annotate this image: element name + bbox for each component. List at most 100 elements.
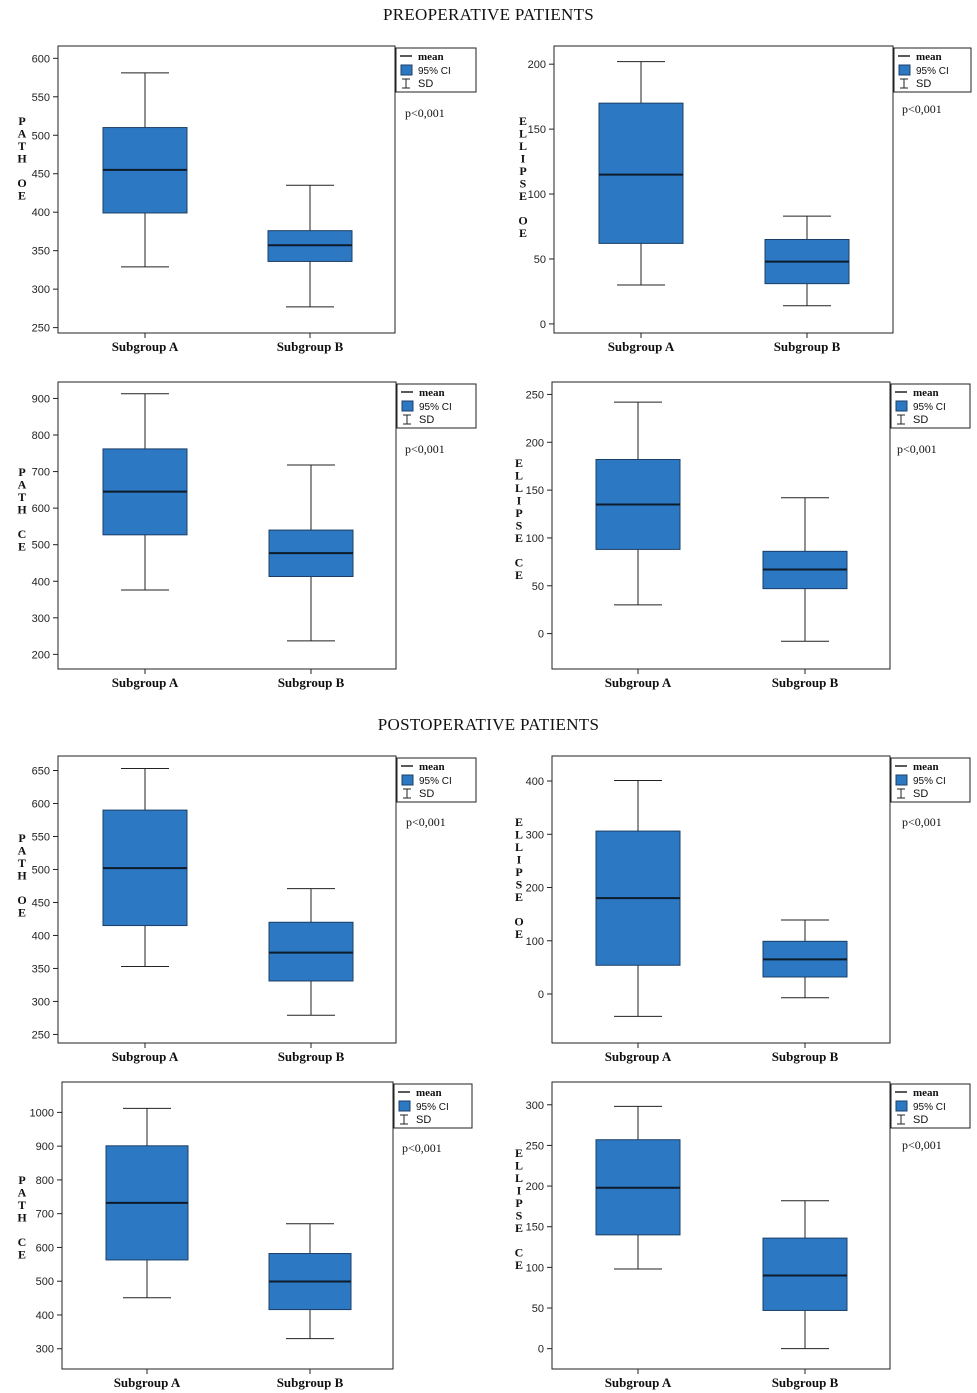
x-category-label: Subgroup A [605, 1049, 672, 1064]
y-tick-label: 50 [532, 581, 544, 593]
plot-frame [553, 45, 894, 334]
y-tick-label: 500 [36, 1276, 54, 1288]
y-tick-label: 100 [528, 189, 546, 201]
legend-sd-label: SD [913, 1114, 928, 1126]
y-tick-label: 0 [538, 1344, 544, 1356]
box-subgroup-b [762, 1200, 848, 1350]
legend-ci-label: 95% CI [913, 402, 946, 413]
y-tick-label: 800 [36, 1175, 54, 1187]
legend-mean-label: mean [418, 51, 444, 63]
box-subgroup-b [762, 919, 848, 999]
legend-sd-label: SD [419, 414, 434, 426]
ci-box [598, 102, 684, 244]
legend-ci-label: 95% CI [913, 1102, 946, 1113]
plot-frame [57, 755, 397, 1044]
y-tick-label: 50 [534, 254, 546, 266]
legend-sd-label: SD [419, 788, 434, 800]
plot-frame [551, 381, 891, 670]
x-category-label: Subgroup B [772, 675, 839, 690]
box-subgroup-b [762, 497, 848, 642]
box-subgroup-a [105, 1107, 189, 1299]
y-tick-label: 400 [32, 576, 50, 588]
legend-ci-swatch [898, 64, 911, 76]
y-tick-label: 550 [32, 92, 50, 104]
y-tick-label: 150 [526, 1222, 544, 1234]
plot-frame [551, 755, 891, 1044]
chart-panel: 0 50 100 150 200 250 Subgroup A Subgroup B E L L I P… [515, 381, 971, 690]
box-subgroup-b [268, 888, 354, 1016]
y-tick-label: 400 [32, 930, 50, 942]
y-tick-label: 700 [32, 467, 50, 479]
y-tick-label: 50 [532, 1303, 544, 1315]
legend-mean-label: mean [419, 387, 445, 399]
legend-ci-label: 95% CI [419, 402, 452, 413]
y-tick-label: 900 [32, 393, 50, 405]
y-tick-label: 250 [526, 389, 544, 401]
y-tick-label: 200 [526, 437, 544, 449]
plot-frame [61, 1081, 394, 1370]
legend-sd-label: SD [418, 78, 433, 90]
section-title-postoperative: POSTOPERATIVE PATIENTS [377, 715, 600, 734]
chart-panel: 0 100 200 300 400 Subgroup A Subgroup B E L L I P S E… [514, 755, 971, 1064]
box-subgroup-a [595, 779, 681, 1017]
legend-mean-label: mean [419, 761, 445, 773]
y-tick-label: 350 [32, 963, 50, 975]
x-category-label: Subgroup A [605, 675, 672, 690]
p-value-label: p<0,001 [902, 102, 942, 116]
y-tick-label: 500 [32, 864, 50, 876]
chart-panel: 250 300 350 400 450 500 550 600 650 Subgroup A Sub… [17, 755, 477, 1064]
p-value-label: p<0,001 [902, 1138, 942, 1152]
section-title-preoperative: PREOPERATIVE PATIENTS [382, 5, 595, 24]
y-tick-label: 0 [538, 629, 544, 641]
y-tick-label: 300 [32, 613, 50, 625]
y-tick-label: 100 [526, 533, 544, 545]
chart-panel: 300 400 500 600 700 800 900 1000 Subgroup A Subgr… [17, 1081, 473, 1390]
x-category-label: Subgroup B [772, 1375, 839, 1390]
x-category-label: Subgroup A [112, 1049, 179, 1064]
plot-frame [551, 1081, 891, 1370]
y-tick-label: 0 [538, 989, 544, 1001]
y-tick-label: 600 [32, 799, 50, 811]
y-tick-label: 300 [36, 1344, 54, 1356]
plot-frame [57, 381, 397, 670]
box-subgroup-a [102, 768, 188, 967]
x-category-label: Subgroup A [605, 1375, 672, 1390]
y-tick-label: 600 [32, 53, 50, 65]
legend-ci-label: 95% CI [419, 776, 452, 787]
box-subgroup-b [268, 1223, 352, 1340]
y-tick-label: 0 [540, 319, 546, 331]
y-tick-label: 700 [36, 1209, 54, 1221]
y-tick-label: 300 [526, 1100, 544, 1112]
p-value-label: p<0,001 [402, 1141, 442, 1155]
legend-ci-label: 95% CI [913, 776, 946, 787]
legend-mean-label: mean [416, 1087, 442, 1099]
y-tick-label: 450 [32, 897, 50, 909]
box-subgroup-a [102, 393, 188, 591]
legend-sd-label: SD [913, 414, 928, 426]
x-category-label: Subgroup A [112, 339, 179, 354]
y-tick-label: 400 [36, 1310, 54, 1322]
legend-ci-swatch [895, 1100, 908, 1112]
p-value-label: p<0,001 [897, 442, 937, 456]
box-subgroup-a [102, 72, 188, 268]
plot-frame [57, 45, 396, 334]
y-tick-label: 600 [32, 503, 50, 515]
y-tick-label: 300 [32, 284, 50, 296]
p-value-label: p<0,001 [405, 106, 445, 120]
y-tick-label: 250 [32, 1029, 50, 1041]
y-tick-label: 250 [526, 1140, 544, 1152]
chart-panel: 200 300 400 500 600 700 800 900 Subgroup A Subgro… [17, 381, 477, 690]
legend-sd-label: SD [913, 788, 928, 800]
legend-ci-label: 95% CI [416, 1102, 449, 1113]
